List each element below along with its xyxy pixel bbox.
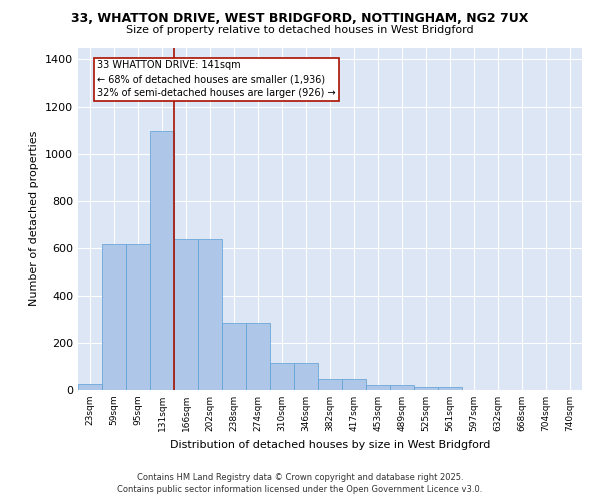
Bar <box>174 239 198 390</box>
Bar <box>366 386 390 390</box>
Bar <box>126 244 150 390</box>
Text: 33, WHATTON DRIVE, WEST BRIDGFORD, NOTTINGHAM, NG2 7UX: 33, WHATTON DRIVE, WEST BRIDGFORD, NOTTI… <box>71 12 529 26</box>
Bar <box>438 387 462 390</box>
Bar <box>318 379 342 390</box>
Bar <box>198 239 222 390</box>
Bar <box>342 379 366 390</box>
Bar <box>102 244 126 390</box>
Bar <box>78 384 102 390</box>
Text: Contains HM Land Registry data © Crown copyright and database right 2025.
Contai: Contains HM Land Registry data © Crown c… <box>118 472 482 494</box>
Bar <box>294 363 318 390</box>
Bar <box>270 363 294 390</box>
Text: Size of property relative to detached houses in West Bridgford: Size of property relative to detached ho… <box>126 25 474 35</box>
Bar <box>390 386 414 390</box>
X-axis label: Distribution of detached houses by size in West Bridgford: Distribution of detached houses by size … <box>170 440 490 450</box>
Bar <box>414 387 438 390</box>
Bar <box>246 322 270 390</box>
Y-axis label: Number of detached properties: Number of detached properties <box>29 131 40 306</box>
Bar <box>150 132 174 390</box>
Text: 33 WHATTON DRIVE: 141sqm
← 68% of detached houses are smaller (1,936)
32% of sem: 33 WHATTON DRIVE: 141sqm ← 68% of detach… <box>97 60 336 98</box>
Bar <box>222 322 246 390</box>
